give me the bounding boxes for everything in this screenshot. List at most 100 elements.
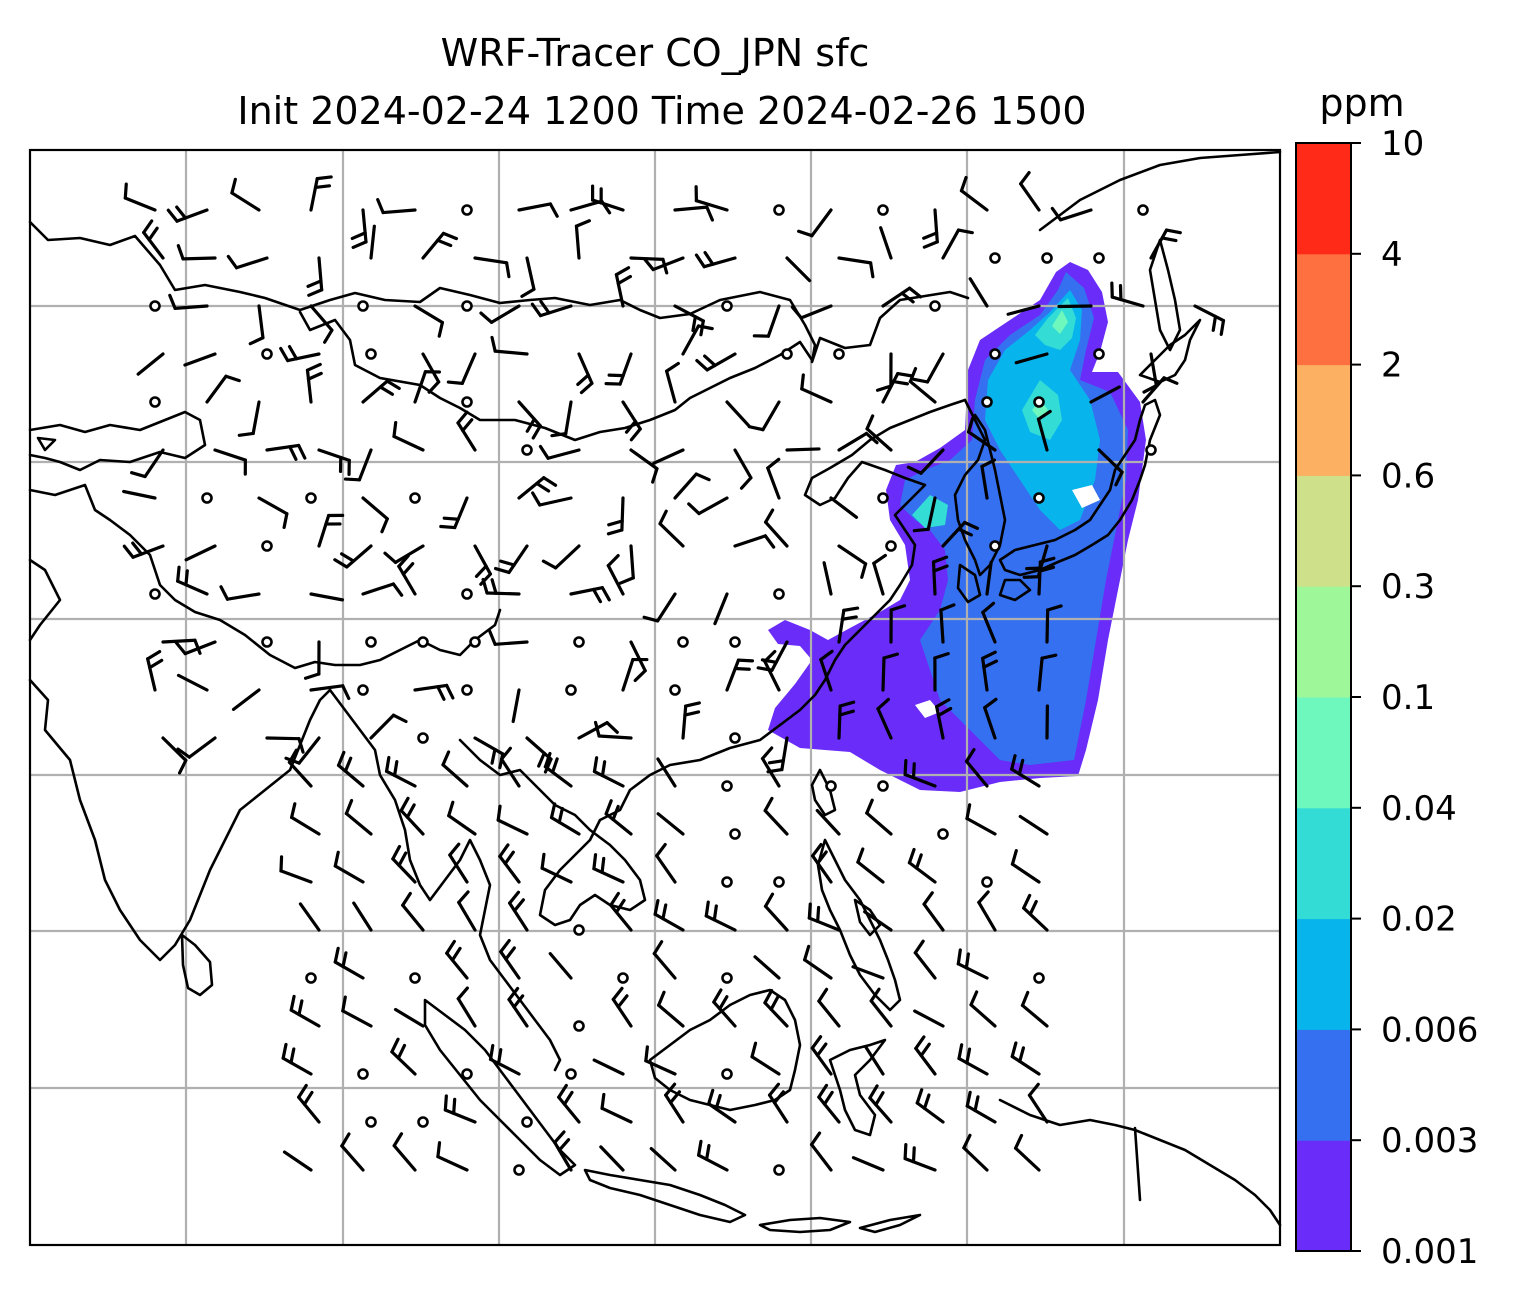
wind-barb: [205, 374, 241, 404]
wind-barb: [1018, 814, 1049, 836]
wind-barb: [168, 293, 209, 310]
calm-marker: [721, 1068, 733, 1080]
wind-barb: [265, 736, 305, 754]
colorbar-tick-label: 4: [1381, 235, 1403, 275]
wind-barb: [912, 496, 937, 533]
wind-barb: [621, 400, 642, 442]
wind-barb: [161, 736, 188, 775]
wind-barb: [593, 720, 633, 740]
wind-barb: [609, 891, 633, 932]
wind-barb: [657, 990, 685, 1028]
wind-barb: [392, 1132, 417, 1172]
wind-barb: [863, 910, 893, 932]
wind-barb: [864, 1045, 885, 1076]
calm-marker: [1093, 252, 1105, 264]
wind-barb: [557, 1083, 581, 1124]
wind-barb: [231, 688, 261, 711]
calm-marker: [1033, 396, 1045, 408]
wind-barb: [531, 491, 573, 507]
calm-marker: [565, 684, 577, 696]
calm-marker: [833, 348, 845, 360]
wind-barb: [184, 544, 217, 562]
calm-marker: [981, 396, 993, 408]
wind-barb: [829, 496, 859, 519]
wind-barb: [1036, 409, 1052, 452]
wind-barb: [962, 1133, 989, 1172]
wind-barb: [341, 995, 373, 1028]
calm-marker: [1145, 444, 1157, 456]
co-plume: [768, 262, 1146, 792]
wind-barb: [333, 544, 373, 569]
calm-marker: [305, 972, 317, 984]
wind-barb: [695, 352, 737, 372]
wind-barb: [592, 853, 625, 884]
wind-barb: [393, 1007, 425, 1028]
wind-barb: [488, 1043, 521, 1076]
wind-barb: [298, 902, 321, 932]
wind-barb: [1037, 653, 1058, 692]
wind-barb: [763, 796, 789, 836]
wind-barb: [687, 496, 729, 516]
wind-barb: [237, 400, 261, 437]
calm-marker: [409, 492, 421, 504]
wind-barb: [352, 901, 373, 932]
colorbar-tick-label: 0.1: [1381, 678, 1435, 718]
wind-barb: [413, 370, 441, 404]
wind-barb: [606, 496, 625, 536]
wind-barb: [733, 448, 753, 490]
wind-barb: [174, 640, 217, 656]
calm-marker: [1033, 492, 1045, 504]
calm-marker: [1033, 972, 1045, 984]
title-line-1: WRF-Tracer CO_JPN sfc: [441, 31, 870, 75]
wind-barb: [763, 892, 789, 932]
wind-barb: [213, 448, 247, 476]
calm-marker: [149, 588, 161, 600]
wind-barb: [333, 946, 365, 980]
colorbar-band: [1296, 364, 1351, 476]
colorbar-tick-label: 0.003: [1381, 1121, 1478, 1161]
wind-barb: [913, 1009, 945, 1028]
wind-barb: [907, 847, 937, 884]
wind-barb: [913, 939, 937, 980]
colorbar-tick-label: 0.3: [1381, 567, 1435, 607]
calm-marker: [573, 1020, 585, 1032]
wind-barb: [652, 940, 677, 980]
colorbar-band: [1296, 1029, 1351, 1141]
calm-marker: [937, 828, 949, 840]
wind-barb: [712, 988, 737, 1028]
wind-barb: [875, 352, 893, 392]
calm-marker: [877, 492, 889, 504]
plume-level-004: [1032, 310, 1068, 420]
wind-barb: [183, 352, 217, 367]
wind-barb: [1006, 304, 1041, 316]
wind-barb: [446, 352, 477, 385]
wind-barb: [490, 335, 529, 356]
calm-marker: [729, 828, 741, 840]
wind-barb: [447, 800, 477, 836]
wind-barb: [837, 700, 856, 740]
wind-barb: [499, 938, 521, 980]
wind-barb: [856, 847, 885, 884]
wind-barb: [985, 560, 993, 596]
wind-barb: [541, 544, 581, 570]
wind-barb: [577, 721, 619, 740]
wind-barb: [392, 420, 425, 452]
wind-barb: [399, 796, 425, 836]
calm-marker: [565, 1068, 577, 1080]
calm-marker: [513, 1164, 525, 1176]
calm-marker: [729, 636, 741, 648]
colorbar-band: [1296, 697, 1351, 809]
colorbar-ticks: 0.001 0.003 0.006 0.02 0.04 0.1 0.3 0.6 2 4 10: [1351, 124, 1478, 1272]
calm-marker: [989, 348, 1001, 360]
wind-barb: [652, 448, 685, 465]
calm-marker: [573, 924, 585, 936]
wind-barb: [965, 803, 997, 836]
wind-barb: [941, 228, 974, 260]
calm-marker: [461, 204, 473, 216]
wind-barb: [766, 457, 781, 500]
wind-barb: [525, 736, 553, 774]
calm-marker: [461, 588, 473, 600]
wind-barb: [176, 673, 209, 692]
wind-barb: [306, 256, 324, 297]
wind-barb: [361, 582, 404, 597]
